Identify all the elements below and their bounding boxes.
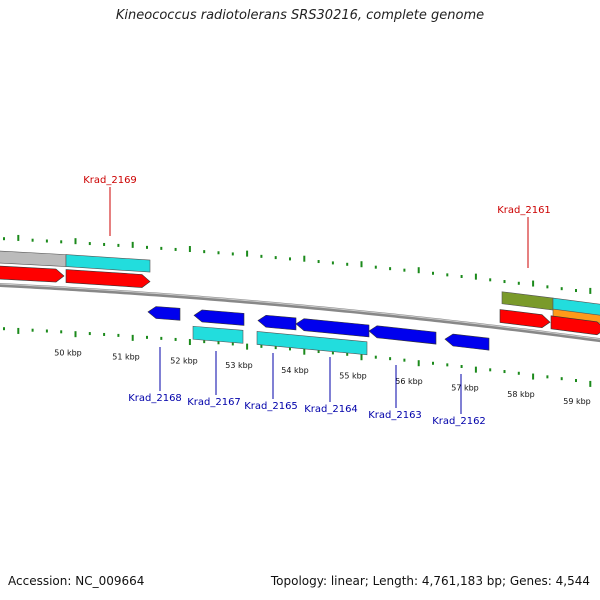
gene-label: Krad_2163 — [368, 410, 422, 421]
axis-tick-label: 56 kbp — [395, 377, 423, 386]
axis-tick-label: 54 kbp — [281, 366, 309, 375]
gene-label: Krad_2161 — [497, 205, 551, 216]
feature-layer — [0, 250, 600, 356]
forward-gene-arrow — [0, 265, 65, 283]
gene-label: Krad_2164 — [304, 404, 358, 415]
olive-feature — [501, 291, 554, 311]
cds-feature — [256, 331, 368, 356]
reverse-gene-arrow — [295, 318, 370, 338]
map-title: Kineococcus radiotolerans SRS30216, comp… — [115, 8, 485, 23]
gene-label: Krad_2162 — [432, 416, 486, 427]
gene-label: Krad_2165 — [244, 401, 298, 412]
forward-gene-arrow — [65, 269, 151, 288]
axis-tick-label: 51 kbp — [112, 352, 140, 361]
axis-tick-label: 57 kbp — [451, 383, 479, 392]
reverse-gene-arrow — [444, 333, 490, 351]
reverse-gene-arrow — [368, 325, 437, 345]
axis-tick-label: 50 kbp — [54, 349, 82, 358]
upper-tick-row — [3, 234, 592, 294]
axis-tick-label: 52 kbp — [170, 357, 198, 366]
axis-tick-label: 58 kbp — [507, 390, 535, 399]
gene-label: Krad_2168 — [128, 393, 182, 404]
grey-feature — [0, 250, 67, 267]
genome-backbone — [0, 282, 600, 343]
reverse-gene-arrow — [193, 309, 245, 326]
reverse-gene-arrow — [147, 306, 181, 321]
cds-feature — [192, 325, 244, 344]
accession-text: Accession: NC_009664 — [8, 574, 145, 588]
forward-gene-arrow — [550, 315, 600, 336]
backbone-line — [0, 282, 600, 343]
reverse-gene-arrow — [257, 314, 297, 331]
gene-label: Krad_2169 — [83, 175, 137, 186]
axis-label-layer: 50 kbp 51 kbp 52 kbp 53 kbp 54 kbp 55 kbp 56 k… — [54, 349, 591, 406]
topology-value: Topology: linear; Length: 4,761,183 bp; … — [270, 574, 590, 588]
forward-gene-arrow — [499, 309, 551, 328]
gene-label: Krad_2167 — [187, 397, 241, 408]
cds-feature — [552, 297, 600, 317]
lower-tick-row — [3, 327, 592, 387]
axis-tick-label: 59 kbp — [563, 397, 591, 406]
backbone-highlight — [0, 283, 600, 340]
cds-feature — [65, 254, 151, 273]
axis-tick-label: 55 kbp — [339, 371, 367, 380]
axis-tick-label: 53 kbp — [225, 361, 253, 370]
orange-feature — [552, 308, 600, 324]
topology-text: Topology: linear; Length: 4,761,183 bp; … — [271, 574, 590, 588]
